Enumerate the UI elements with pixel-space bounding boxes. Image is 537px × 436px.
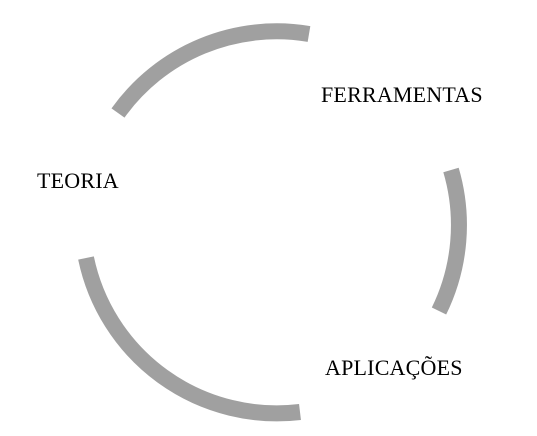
node-label-teoria: TEORIA bbox=[37, 168, 119, 193]
arc-teoria-to-ferramentas bbox=[111, 23, 311, 118]
node-label-aplicacoes: APLICAÇÕES bbox=[325, 355, 463, 380]
arc-aplicacoes-to-teoria bbox=[78, 256, 301, 422]
node-label-ferramentas: FERRAMENTAS bbox=[321, 82, 483, 107]
arc-ferramentas-to-aplicacoes bbox=[431, 167, 467, 315]
